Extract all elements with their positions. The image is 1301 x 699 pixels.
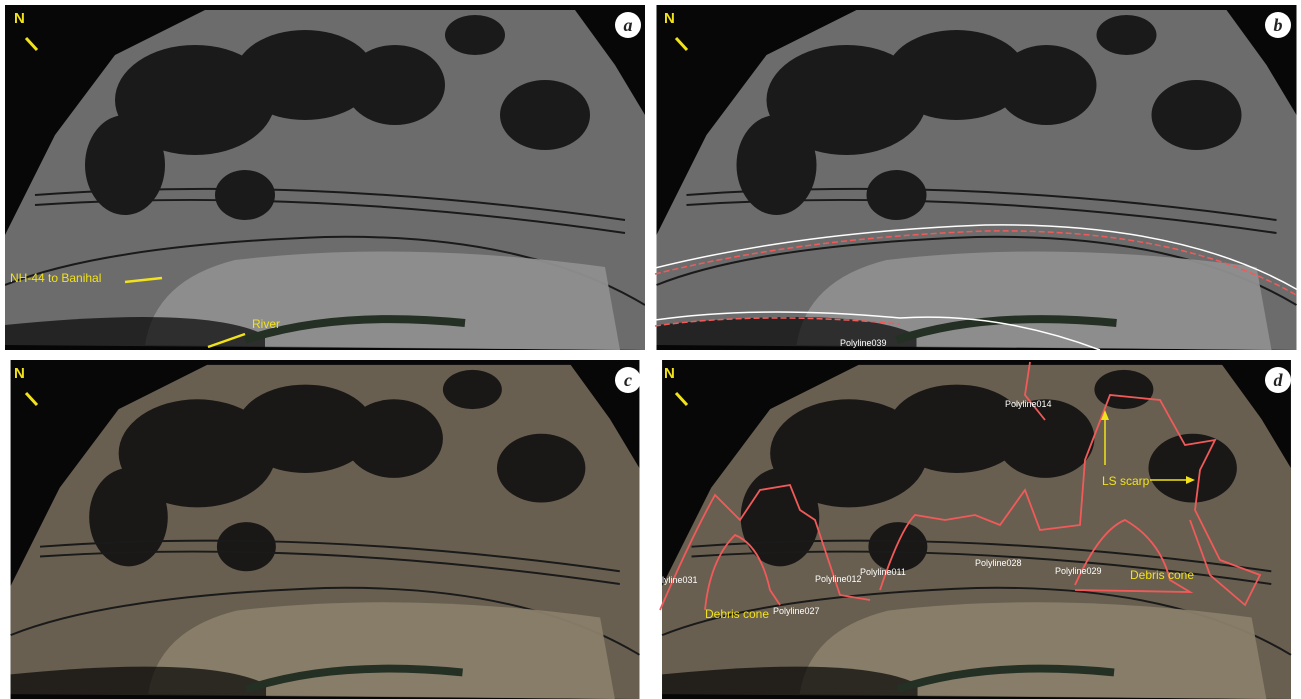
panel-label: a	[624, 15, 633, 35]
polyline-label: Polyline039	[840, 338, 887, 348]
polyline-label: Polyline012	[815, 574, 862, 584]
polyline-label: Polyline027	[773, 606, 820, 616]
figure: N N N N a b c d NH-44 to Banihal River P…	[0, 0, 1301, 699]
north-label: N	[14, 10, 25, 27]
river-label: River	[252, 317, 280, 331]
panel-label: b	[1274, 15, 1283, 35]
scarp-label: LS scarp	[1102, 474, 1150, 488]
panel-c	[11, 360, 640, 699]
north-label: N	[664, 365, 675, 382]
panel-d	[660, 360, 1291, 699]
road-label: NH-44 to Banihal	[10, 271, 101, 285]
panel-b	[655, 5, 1298, 350]
polyline-label: olyline031	[657, 575, 698, 585]
debris-cone-label: Debris cone	[1130, 568, 1194, 582]
polyline-label: Polyline014	[1005, 399, 1052, 409]
polyline-label: Polyline029	[1055, 566, 1102, 576]
polyline-label: Polyline028	[975, 558, 1022, 568]
panel-a	[5, 5, 645, 350]
polyline-label: Polyline011	[860, 567, 906, 577]
debris-cone-label: Debris cone	[705, 607, 769, 621]
north-label: N	[664, 10, 675, 27]
north-label: N	[14, 365, 25, 382]
panel-label: c	[624, 370, 632, 390]
panel-label: d	[1274, 370, 1284, 390]
